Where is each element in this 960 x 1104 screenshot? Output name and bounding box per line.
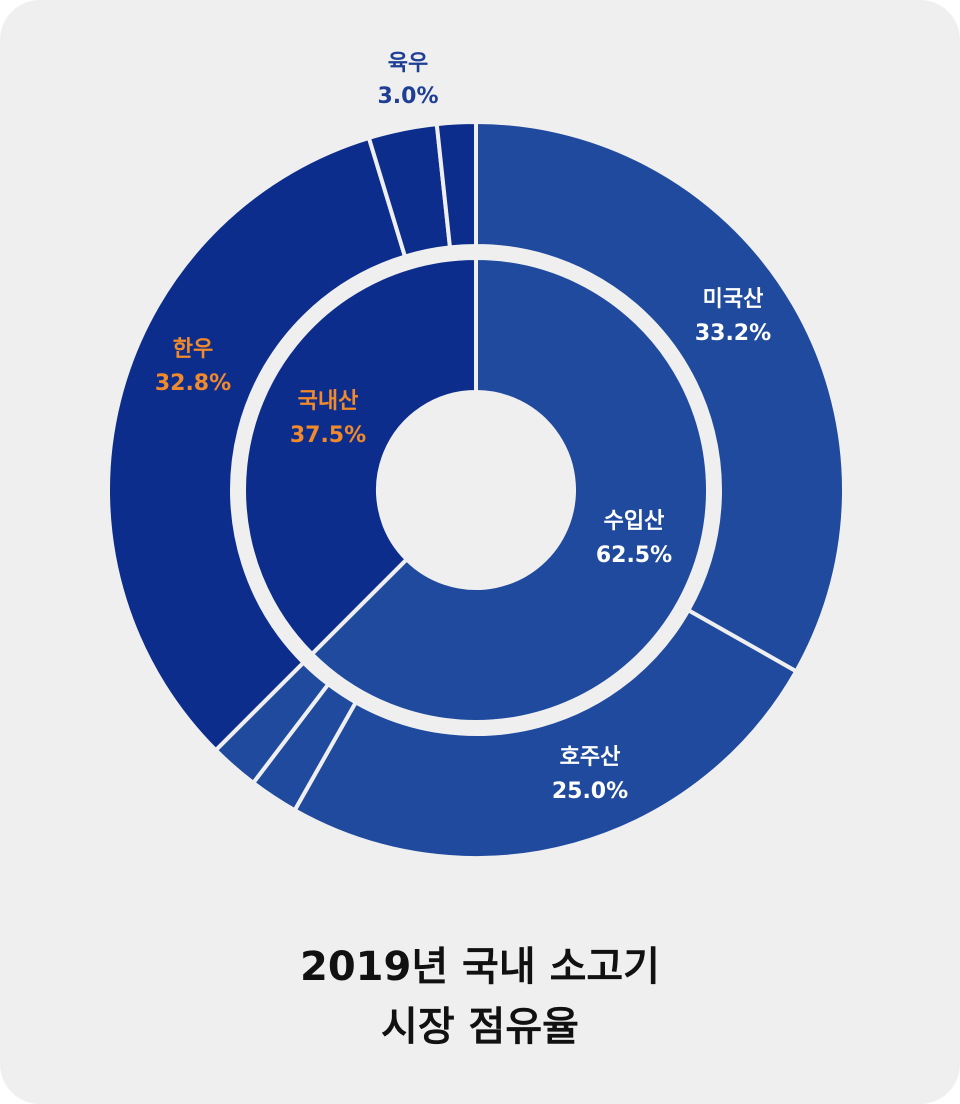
label-usa-value: 33.2% — [695, 321, 771, 346]
chart-title-line-1: 2019년 국내 소고기 — [300, 944, 660, 990]
label-imported-name: 수입산 — [604, 509, 665, 534]
label-hanwoo-value: 32.8% — [155, 371, 231, 396]
label-imported-value: 62.5% — [596, 543, 672, 568]
outer-ring — [106, 120, 846, 860]
label-hanwoo-name: 한우 — [173, 337, 213, 362]
label-australia-name: 호주산 — [560, 745, 621, 770]
label-yukwoo-name: 육우 — [388, 51, 428, 76]
ring-gap — [231, 245, 721, 735]
inner-ring — [231, 245, 721, 735]
chart-title: 2019년 국내 소고기 시장 점유율 — [300, 944, 660, 1050]
label-domestic-value: 37.5% — [290, 423, 366, 448]
label-australia-value: 25.0% — [552, 779, 628, 804]
label-usa-name: 미국산 — [703, 287, 764, 312]
slice-labels: 미국산 33.2% 호주산 25.0% 한우 32.8% 육우 3.0% 수입산… — [155, 51, 771, 804]
label-yukwoo-value: 3.0% — [377, 84, 438, 109]
label-domestic-name: 국내산 — [298, 389, 359, 414]
chart-title-line-2: 시장 점유율 — [381, 1004, 579, 1050]
